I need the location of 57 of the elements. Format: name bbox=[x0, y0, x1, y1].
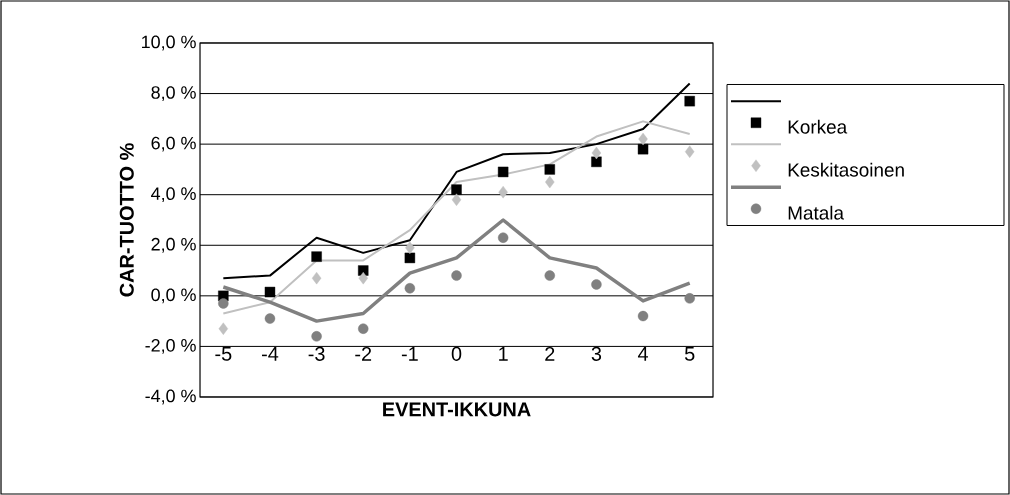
y-axis-title: CAR-TUOTTO % bbox=[119, 143, 134, 297]
y-tick-label: -2,0 % bbox=[145, 339, 196, 354]
point bbox=[544, 164, 555, 175]
point bbox=[264, 313, 276, 324]
legend-label: Keskitasoinen bbox=[788, 162, 904, 177]
x-tick-label: 1 bbox=[499, 347, 508, 361]
line-series bbox=[221, 218, 692, 323]
x-tick-label: 4 bbox=[637, 347, 649, 361]
line-series bbox=[222, 120, 691, 315]
point bbox=[451, 184, 462, 195]
point bbox=[591, 146, 602, 160]
y-tick-label: 10,0 % bbox=[142, 35, 196, 51]
x-tick-label: 5 bbox=[684, 346, 695, 361]
point bbox=[637, 143, 649, 155]
x-tick-label: -2 bbox=[355, 346, 372, 361]
point bbox=[358, 271, 368, 285]
point bbox=[451, 193, 462, 206]
point bbox=[497, 232, 509, 243]
y-tick-label: -4,0 % bbox=[145, 389, 196, 405]
point bbox=[591, 279, 602, 290]
x-tick-label: -4 bbox=[262, 347, 279, 361]
point bbox=[451, 270, 462, 281]
point bbox=[264, 286, 276, 298]
point bbox=[544, 270, 555, 281]
point bbox=[218, 298, 229, 309]
x-tick-label: 0 bbox=[451, 346, 462, 361]
y-tick-label: 2,0 % bbox=[151, 237, 196, 253]
legend-label: Matala bbox=[788, 205, 845, 220]
point bbox=[404, 252, 416, 264]
point bbox=[405, 241, 415, 254]
point bbox=[638, 132, 648, 146]
y-tick-label: 8,0 % bbox=[151, 86, 196, 101]
x-tick-label: -3 bbox=[308, 346, 325, 361]
point bbox=[311, 331, 322, 342]
point bbox=[404, 283, 416, 294]
point bbox=[591, 156, 602, 168]
y-tick-label: 4,0 % bbox=[151, 187, 196, 203]
point bbox=[637, 310, 649, 322]
x-tick-label: -5 bbox=[215, 346, 232, 361]
point bbox=[498, 185, 508, 199]
point bbox=[311, 271, 322, 285]
y-tick-label: 0,0 % bbox=[151, 288, 196, 304]
x-tick-label: 3 bbox=[591, 346, 602, 361]
point bbox=[684, 293, 695, 304]
point bbox=[358, 323, 369, 334]
line-series bbox=[222, 82, 691, 280]
point bbox=[684, 145, 695, 158]
x-tick-label: -1 bbox=[401, 347, 418, 361]
point bbox=[497, 166, 509, 178]
point bbox=[311, 251, 322, 262]
point bbox=[684, 95, 695, 107]
x-tick-label: 2 bbox=[545, 346, 555, 361]
point bbox=[545, 175, 555, 189]
legend-label: Korkea bbox=[788, 119, 848, 134]
y-tick-label: 6,0 % bbox=[151, 136, 196, 152]
x-axis-title: EVENT-IKKUNA bbox=[383, 402, 531, 417]
point bbox=[218, 322, 229, 335]
